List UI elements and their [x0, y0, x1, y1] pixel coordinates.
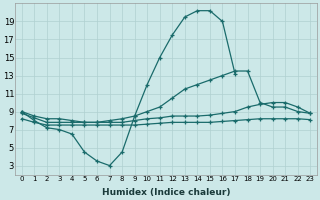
X-axis label: Humidex (Indice chaleur): Humidex (Indice chaleur)	[102, 188, 230, 197]
